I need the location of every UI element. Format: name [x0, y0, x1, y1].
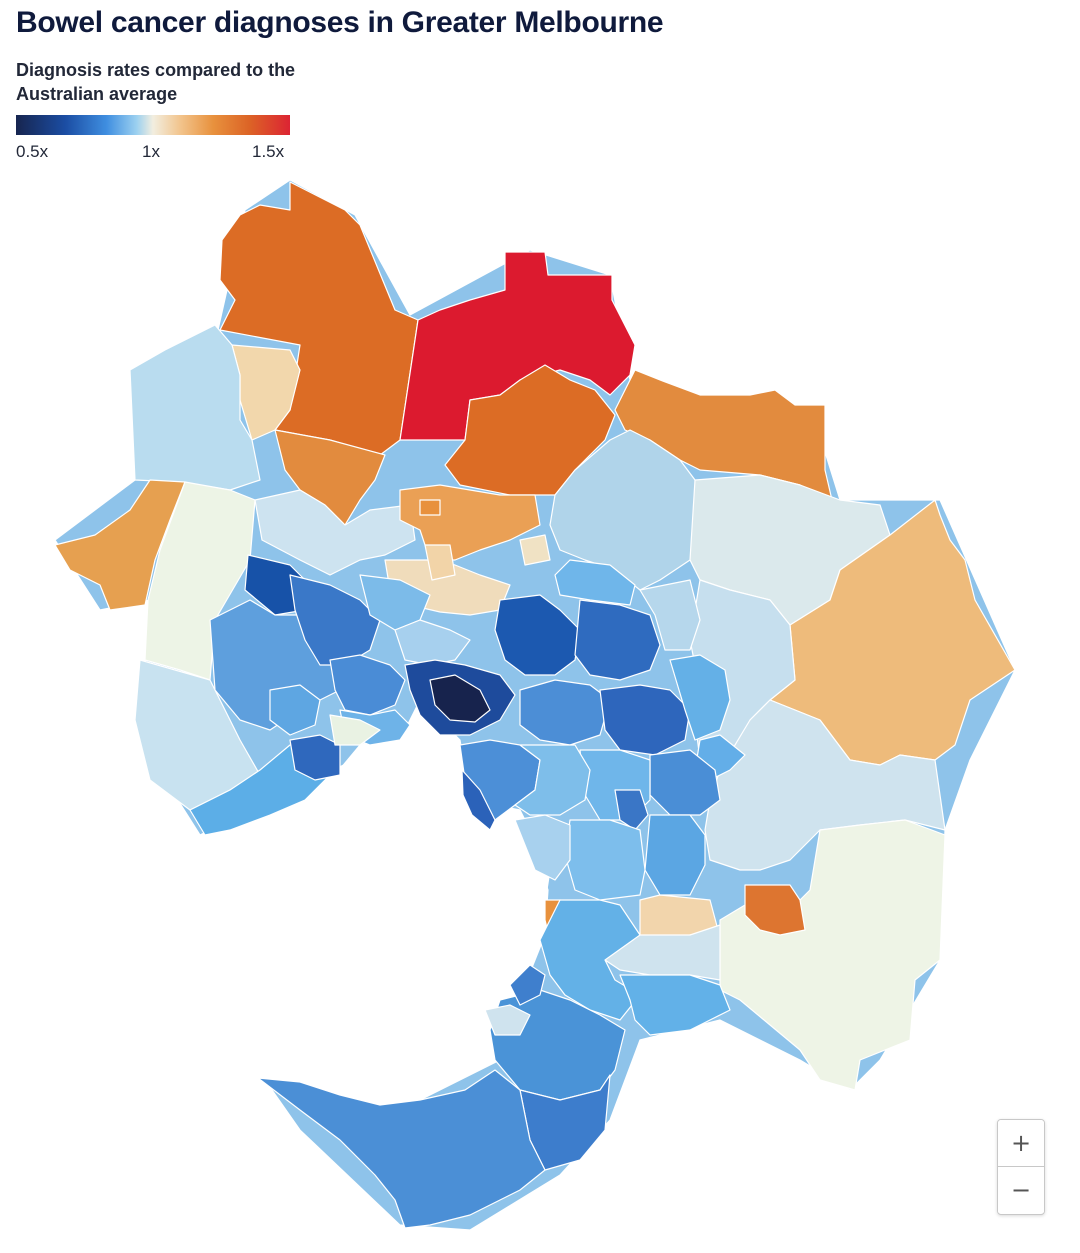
region-west-inner-3[interactable] [289, 734, 341, 781]
region-mornington-west-blue[interactable] [509, 964, 546, 1006]
region-north-east-pale-mid[interactable] [639, 579, 701, 651]
region-south-east-4[interactable] [644, 814, 706, 896]
region-north-central[interactable] [444, 364, 616, 496]
color-scale-legend [16, 115, 290, 135]
region-south-east-1[interactable] [649, 749, 721, 816]
region-inner-north-2[interactable] [394, 619, 471, 666]
zoom-controls: + − [997, 1119, 1045, 1215]
region-inner-north-east[interactable] [574, 599, 661, 681]
legend-tick-high: 1.5x [252, 142, 285, 161]
region-north-west-lower[interactable] [274, 429, 386, 526]
legend-title: Diagnosis rates compared to the Australi… [16, 60, 296, 104]
region-west-pale-strip[interactable] [329, 714, 381, 746]
region-south-east-3[interactable] [614, 789, 649, 831]
map-title: Bowel cancer diagnoses in Greater Melbou… [16, 6, 664, 39]
region-north-beige-dots[interactable] [424, 544, 456, 581]
region-east-mid-2[interactable] [599, 684, 691, 756]
region-north-orange-dot[interactable] [419, 499, 441, 516]
region-north-pale-dot[interactable] [519, 534, 551, 566]
region-west-orange[interactable] [54, 479, 186, 611]
zoom-in-button[interactable]: + [998, 1120, 1044, 1166]
zoom-out-button[interactable]: − [998, 1166, 1044, 1213]
region-west-inner-4[interactable] [269, 684, 321, 736]
region-north-east-light[interactable] [554, 559, 636, 606]
region-west-inner-1[interactable] [329, 654, 406, 716]
region-east-mid-3[interactable] [669, 654, 731, 741]
region-bayside-2[interactable] [461, 769, 496, 831]
region-mornington-pale[interactable] [484, 1004, 531, 1036]
legend-tick-low: 0.5x [16, 142, 49, 161]
region-inner-east-dark[interactable] [494, 594, 581, 676]
region-cbd[interactable] [429, 674, 491, 723]
legend-tick-mid: 1x [142, 142, 160, 161]
region-mornington-east[interactable] [619, 974, 731, 1036]
region-south-east-5[interactable] [564, 819, 646, 901]
region-mornington-tip[interactable] [257, 1069, 546, 1229]
region-east-mid-1[interactable] [519, 679, 611, 746]
region-bayside-4[interactable] [514, 814, 571, 881]
region-south-east-orange[interactable] [744, 884, 806, 936]
region-north-suburbs[interactable] [254, 489, 416, 576]
